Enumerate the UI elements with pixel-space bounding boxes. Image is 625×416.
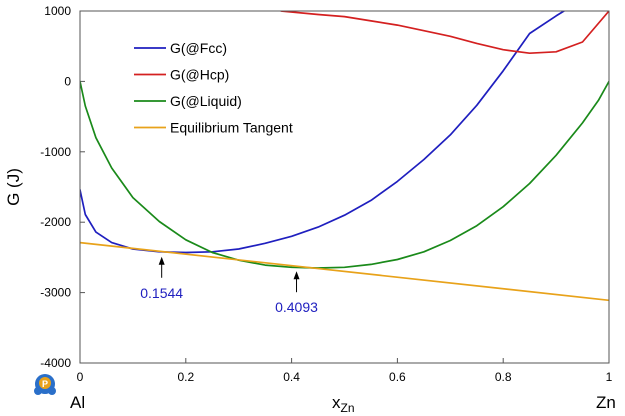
plot-frame — [79, 10, 610, 364]
x-right-end-label: Zn — [596, 393, 616, 412]
legend-label: Equilibrium Tangent — [170, 120, 293, 136]
logo-icon: P — [34, 374, 56, 395]
y-tick-label: -2000 — [40, 215, 71, 229]
series-line-0 — [80, 11, 565, 254]
legend-label: G(@Liquid) — [170, 93, 242, 109]
x-tick-label: 0.2 — [177, 370, 194, 384]
x-tick-label: 0.6 — [389, 370, 406, 384]
x-axis-label-subscript: Zn — [341, 401, 355, 415]
y-tick-label: -4000 — [40, 356, 71, 370]
annotation-arrowhead — [158, 256, 165, 265]
annotation-arrowhead — [293, 271, 300, 280]
annotations: 0.1544 0.4093 — [140, 256, 318, 315]
series-line-2 — [80, 80, 609, 269]
series-line-1 — [280, 11, 609, 55]
x-axis-label: xZn — [332, 393, 355, 415]
y-tick-label: 1000 — [44, 4, 71, 18]
series-line-3 — [80, 241, 609, 302]
y-tick-label: -1000 — [40, 145, 71, 159]
x-tick-labels: 0 0.2 0.4 0.6 0.8 1 — [77, 370, 613, 384]
y-tick-label: -3000 — [40, 286, 71, 300]
annotation-label: 0.1544 — [140, 285, 183, 301]
x-axis-label-main: x — [332, 393, 341, 412]
legend: G(@Fcc) G(@Hcp) G(@Liquid) Equilibrium Tang… — [134, 40, 293, 136]
x-tick-label: 0 — [77, 370, 84, 384]
x-tick-label: 0.4 — [283, 370, 300, 384]
y-axis-label: G (J) — [4, 168, 23, 206]
axis-ticks — [79, 10, 610, 364]
plot-lines — [80, 11, 609, 302]
y-tick-label: 0 — [64, 74, 71, 88]
y-tick-labels: 1000 0 -1000 -2000 -3000 -4000 — [40, 4, 71, 370]
x-tick-label: 1 — [606, 370, 613, 384]
x-tick-label: 0.8 — [495, 370, 512, 384]
svg-text:P: P — [42, 379, 48, 389]
x-left-end-label: Al — [70, 393, 85, 412]
annotation-label: 0.4093 — [275, 299, 318, 315]
legend-label: G(@Hcp) — [170, 67, 229, 83]
legend-label: G(@Fcc) — [170, 40, 227, 56]
